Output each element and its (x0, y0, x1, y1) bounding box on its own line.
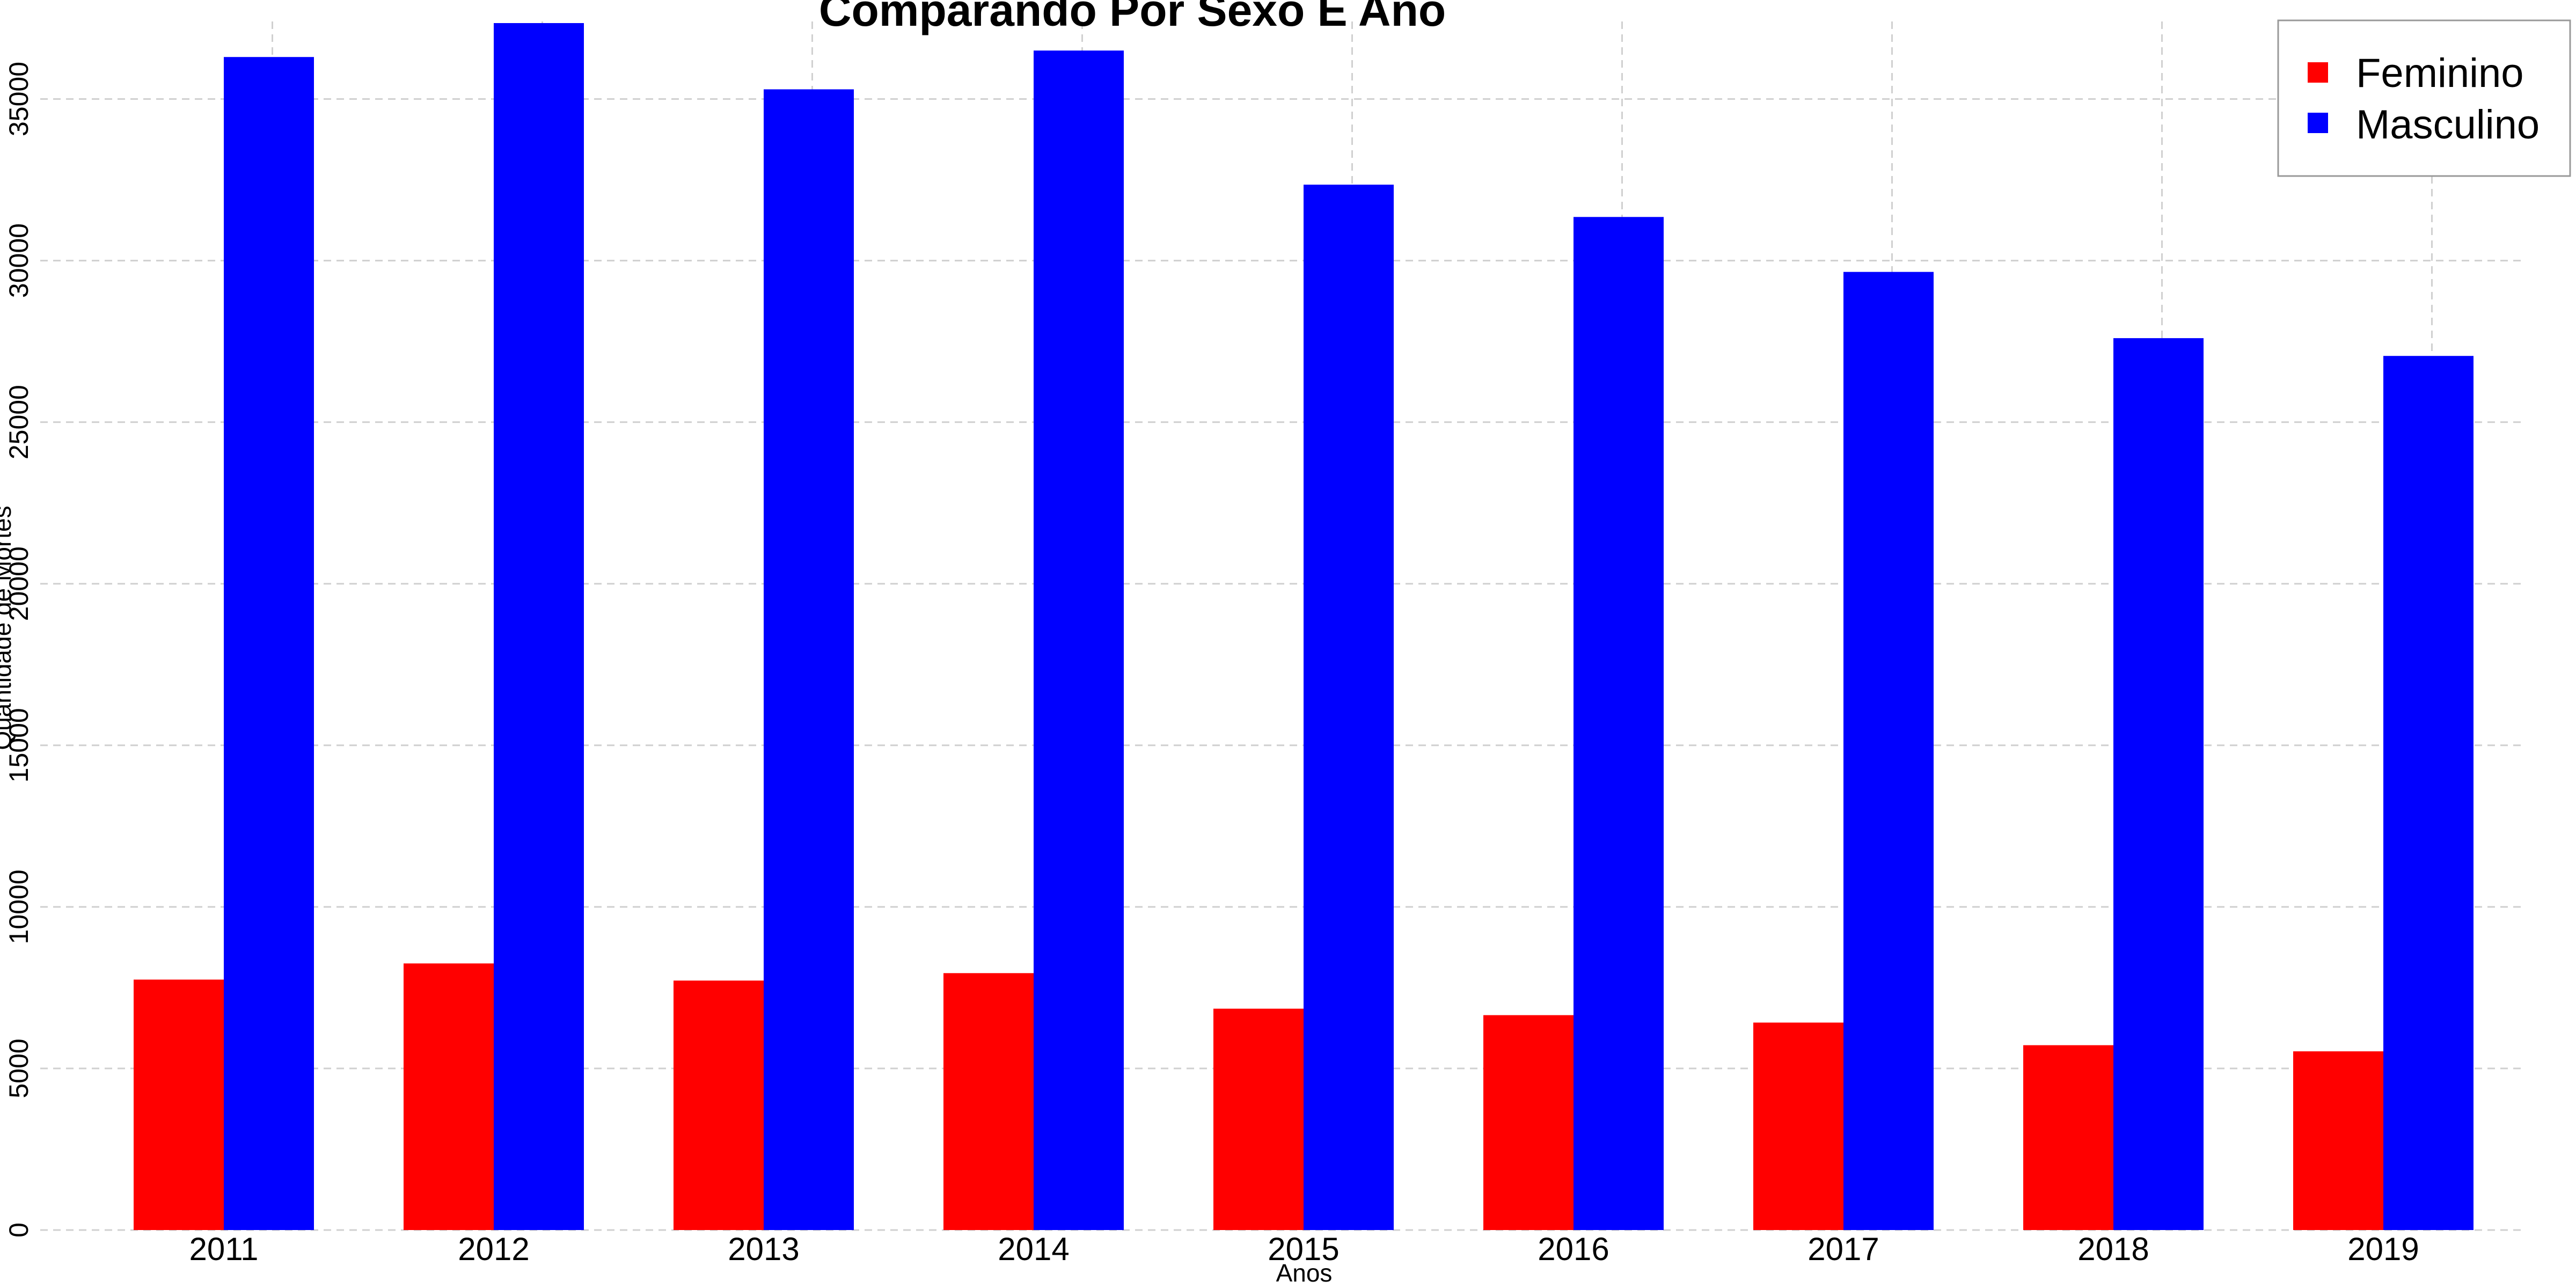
x-tick-label: 2012 (458, 1231, 529, 1267)
y-tick-label: 20000 (4, 546, 34, 621)
x-tick-label: 2011 (189, 1231, 258, 1267)
x-tick-label: 2019 (2347, 1231, 2419, 1267)
x-tick-label: 2016 (1538, 1231, 1609, 1267)
bar-feminino-2014 (943, 973, 1034, 1230)
bar-feminino-2015 (1213, 1008, 1304, 1230)
x-axis-label: Anos (1276, 1259, 1333, 1287)
bar-masculino-2017 (1843, 272, 1934, 1231)
x-tick-label: 2015 (1268, 1231, 1339, 1267)
chart-title: Comparando Por Sexo E Ano (819, 0, 1446, 35)
y-tick-label: 0 (4, 1223, 34, 1238)
x-tick-label: 2013 (728, 1231, 799, 1267)
bar-masculino-2018 (2113, 338, 2204, 1231)
y-tick-label: 30000 (4, 223, 34, 298)
bar-feminino-2017 (1753, 1022, 1843, 1230)
bar-masculino-2019 (2383, 356, 2473, 1231)
bars (134, 23, 2473, 1231)
bar-masculino-2016 (1574, 217, 1664, 1230)
y-tick-label: 35000 (4, 62, 34, 136)
x-tick-label: 2018 (2077, 1231, 2149, 1267)
bar-feminino-2018 (2023, 1045, 2113, 1230)
legend-swatch-masculino (2308, 113, 2328, 133)
bar-feminino-2012 (404, 963, 494, 1230)
legend-box (2277, 19, 2571, 177)
bar-feminino-2019 (2293, 1051, 2383, 1230)
bar-masculino-2012 (494, 23, 584, 1230)
y-tick-label: 10000 (4, 869, 34, 944)
x-axis-tick-labels: 2011 2012 2013 2014 2015 2016 2017 2018 2019 (189, 1231, 2419, 1267)
bar-masculino-2011 (224, 57, 314, 1230)
legend: Feminino Masculino (2277, 19, 2571, 177)
legend-label-masculino: Masculino (2356, 102, 2540, 148)
bar-masculino-2015 (1304, 185, 1394, 1230)
y-axis-tick-labels: 0 5000 10000 15000 20000 25000 30000 35000 (4, 62, 34, 1238)
x-tick-label: 2014 (998, 1231, 1069, 1267)
y-tick-label: 25000 (4, 385, 34, 459)
bar-masculino-2013 (764, 89, 854, 1230)
bar-feminino-2011 (134, 979, 224, 1230)
bar-masculino-2014 (1034, 50, 1124, 1230)
legend-swatch-feminino (2308, 62, 2328, 83)
y-tick-label: 5000 (4, 1038, 34, 1098)
x-tick-label: 2017 (1807, 1231, 1879, 1267)
bar-feminino-2013 (674, 980, 764, 1230)
legend-label-feminino: Feminino (2356, 50, 2524, 96)
bar-feminino-2016 (1483, 1015, 1574, 1230)
y-axis-label: Quantidade de Mortes (0, 506, 16, 750)
y-tick-label: 15000 (4, 708, 34, 782)
